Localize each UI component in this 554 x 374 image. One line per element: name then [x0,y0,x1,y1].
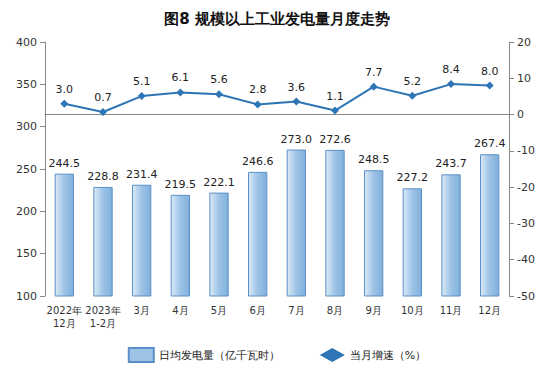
svg-text:4月: 4月 [172,305,188,316]
svg-text:6月: 6月 [249,305,265,316]
svg-text:-50: -50 [517,290,535,303]
svg-text:243.7: 243.7 [435,157,467,170]
svg-text:6.1: 6.1 [172,71,190,84]
svg-text:250: 250 [16,163,37,176]
svg-text:200: 200 [16,205,37,218]
svg-text:5.2: 5.2 [404,75,422,88]
svg-text:0: 0 [517,108,524,121]
svg-text:20: 20 [517,36,531,49]
svg-text:248.5: 248.5 [358,153,390,166]
svg-text:8月: 8月 [327,305,343,316]
svg-text:246.6: 246.6 [242,155,274,168]
svg-text:11月: 11月 [440,305,463,316]
svg-text:9月: 9月 [365,305,381,316]
svg-text:10: 10 [517,72,531,85]
svg-text:3.6: 3.6 [288,81,306,94]
svg-text:228.8: 228.8 [87,170,119,183]
svg-text:7.7: 7.7 [365,66,383,79]
svg-text:300: 300 [16,120,37,133]
svg-text:日均发电量（亿千瓦时）: 日均发电量（亿千瓦时） [159,349,280,362]
svg-text:272.6: 272.6 [319,133,351,146]
svg-text:244.5: 244.5 [49,157,81,170]
svg-text:12月: 12月 [478,305,501,316]
svg-text:7月: 7月 [288,305,304,316]
svg-text:2.8: 2.8 [249,83,267,96]
svg-text:2023年: 2023年 [85,305,120,316]
svg-text:1-2月: 1-2月 [90,318,116,329]
svg-text:8.4: 8.4 [442,63,460,76]
svg-text:-10: -10 [517,144,535,157]
svg-text:5.1: 5.1 [133,75,151,88]
svg-text:图8 规模以上工业发电量月度走势: 图8 规模以上工业发电量月度走势 [164,10,390,28]
svg-text:100: 100 [16,290,37,303]
svg-text:当月增速（%）: 当月增速（%） [350,349,426,362]
svg-text:12月: 12月 [53,318,76,329]
svg-text:5月: 5月 [211,305,227,316]
svg-text:2022年: 2022年 [47,305,82,316]
svg-text:219.5: 219.5 [165,178,197,191]
svg-text:400: 400 [16,36,37,49]
svg-text:3月: 3月 [133,305,149,316]
svg-text:-20: -20 [517,181,535,194]
svg-text:222.1: 222.1 [203,176,235,189]
svg-text:150: 150 [16,247,37,260]
svg-text:10月: 10月 [401,305,424,316]
svg-text:-40: -40 [517,253,535,266]
svg-text:267.4: 267.4 [474,137,506,150]
svg-text:1.1: 1.1 [326,90,344,103]
svg-text:-30: -30 [517,217,535,230]
svg-text:5.6: 5.6 [210,73,228,86]
svg-text:227.2: 227.2 [397,171,429,184]
svg-text:8.0: 8.0 [481,65,499,78]
svg-text:0.7: 0.7 [94,91,112,104]
svg-text:231.4: 231.4 [126,168,158,181]
svg-text:3.0: 3.0 [56,83,74,96]
svg-text:350: 350 [16,78,37,91]
svg-text:273.0: 273.0 [281,133,313,146]
